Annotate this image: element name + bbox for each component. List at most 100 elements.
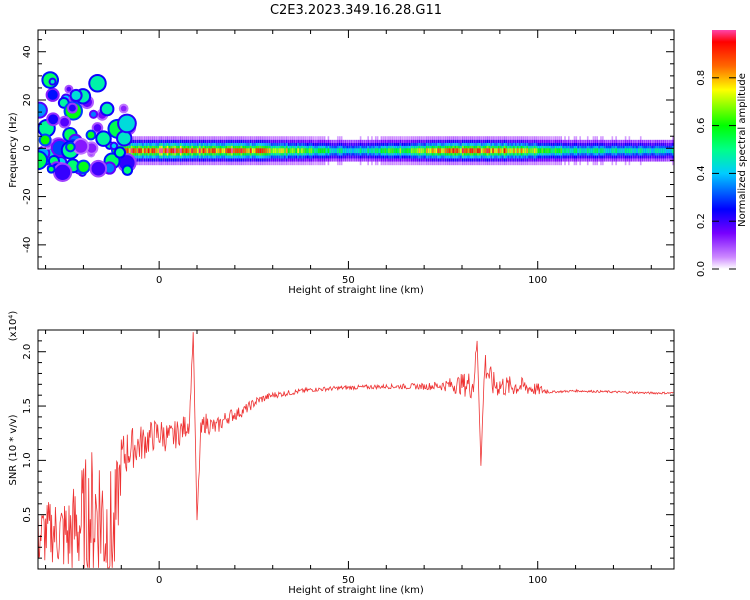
heatmap-cell [134, 148, 137, 154]
heatmap-cell [458, 148, 460, 154]
heatmap-cell [130, 148, 133, 154]
heatmap-cell [259, 148, 262, 154]
heatmap-cell [611, 148, 614, 154]
heatmap-cell [492, 148, 494, 154]
heatmap-cell [592, 148, 595, 154]
heatmap-cell [48, 114, 59, 125]
heatmap-cell [541, 148, 544, 154]
x-tick-label: 0 [156, 575, 162, 586]
heatmap-cell [331, 148, 333, 154]
heatmap-cell [206, 148, 209, 154]
heatmap-cell [655, 148, 657, 154]
heatmap-cell [634, 148, 636, 154]
heatmap-cell [54, 164, 71, 180]
heatmap-cell [128, 148, 131, 154]
heatmap-cell [123, 166, 132, 174]
heatmap-cell [91, 161, 106, 176]
heatmap-cell [227, 148, 229, 154]
heatmap-cell [48, 166, 54, 172]
x-tick-label: 0 [156, 275, 162, 286]
heatmap-cell [613, 148, 616, 154]
heatmap-cell [460, 148, 462, 154]
heatmap-cell [138, 148, 140, 154]
heatmap-cell [543, 148, 545, 154]
heatmap-cell [333, 148, 335, 154]
heatmap-cell [583, 148, 585, 154]
heatmap-cell [607, 148, 610, 154]
heatmap-cell [378, 148, 381, 154]
heatmap-cell [647, 148, 650, 154]
heatmap-cell [280, 148, 282, 154]
heatmap-cell [420, 148, 422, 154]
heatmap-cell [431, 148, 434, 154]
heatmap-cell [74, 139, 88, 153]
heatmap-cell [556, 148, 559, 154]
heatmap-cell [219, 148, 222, 154]
heatmap-cell [267, 148, 269, 154]
heatmap-cell [142, 148, 144, 154]
heatmap-cell [101, 103, 113, 115]
heatmap-cell [668, 148, 670, 154]
heatmap-cell [452, 148, 455, 154]
heatmap-cell [537, 148, 540, 154]
heatmap-cell [488, 148, 491, 154]
heatmap-cell [151, 148, 154, 154]
heatmap-cell [38, 103, 46, 117]
heatmap-cell [335, 148, 337, 154]
heatmap-cell [549, 148, 551, 154]
heatmap-cell [410, 148, 413, 154]
heatmap-cell [454, 148, 457, 154]
heatmap-cell [569, 148, 572, 154]
heatmap-cell [166, 148, 169, 154]
heatmap-cell [240, 148, 243, 154]
heatmap-cell [516, 148, 519, 154]
colorbar-tick-label: 0.8 [696, 70, 707, 86]
heatmap-cell [367, 148, 369, 154]
heatmap-cell [422, 148, 424, 154]
heatmap-cell [545, 148, 547, 154]
y-tick-label: 0 [22, 145, 33, 151]
heatmap-cell [195, 148, 197, 154]
heatmap-cell [395, 148, 398, 154]
heatmap-cell [651, 148, 653, 154]
heatmap-cell [350, 148, 352, 154]
heatmap-cell [189, 148, 192, 154]
heatmap-cell [515, 148, 517, 154]
heatmap-cell [320, 148, 322, 154]
heatmap-cell [357, 148, 360, 154]
colorbar-tick-label: 0.4 [696, 165, 707, 181]
heatmap-cell [391, 148, 394, 154]
heatmap-cell [594, 148, 597, 154]
heatmap-cell [405, 148, 407, 154]
heatmap-cell [566, 148, 568, 154]
heatmap-cell [191, 148, 193, 154]
colorbar-ticks: 0.0 0.2 0.4 0.6 0.8 [696, 70, 736, 277]
heatmap-cell [162, 148, 165, 154]
y-tick-label: 40 [22, 45, 33, 58]
heatmap-cell [93, 124, 102, 132]
snr-x-label: Height of straight line (km) [288, 585, 424, 596]
heatmap-cell [397, 148, 400, 154]
heatmap-cell [301, 148, 303, 154]
heatmap-cell [437, 148, 439, 154]
y-tick-label: 1.0 [22, 452, 33, 468]
heatmap-cell [236, 148, 239, 154]
heatmap-cell [535, 148, 538, 154]
heatmap-cell [308, 148, 311, 154]
heatmap-cell [399, 148, 402, 154]
heatmap-cell [232, 148, 235, 154]
heatmap-cell [157, 148, 159, 154]
heatmap-cell [263, 148, 265, 154]
heatmap-cell [486, 148, 489, 154]
heatmap-cell [118, 132, 131, 145]
heatmap-cell [501, 148, 504, 154]
heatmap-cell [164, 148, 167, 154]
heatmap-cell [212, 148, 214, 154]
heatmap-cell [291, 148, 294, 154]
heatmap-cell [658, 148, 661, 154]
heatmap-cell [337, 148, 339, 154]
heatmap-cell [97, 132, 110, 145]
spectrogram-y-ticks: -40 -20 0 20 40 [22, 39, 674, 270]
heatmap-cell [564, 148, 566, 154]
